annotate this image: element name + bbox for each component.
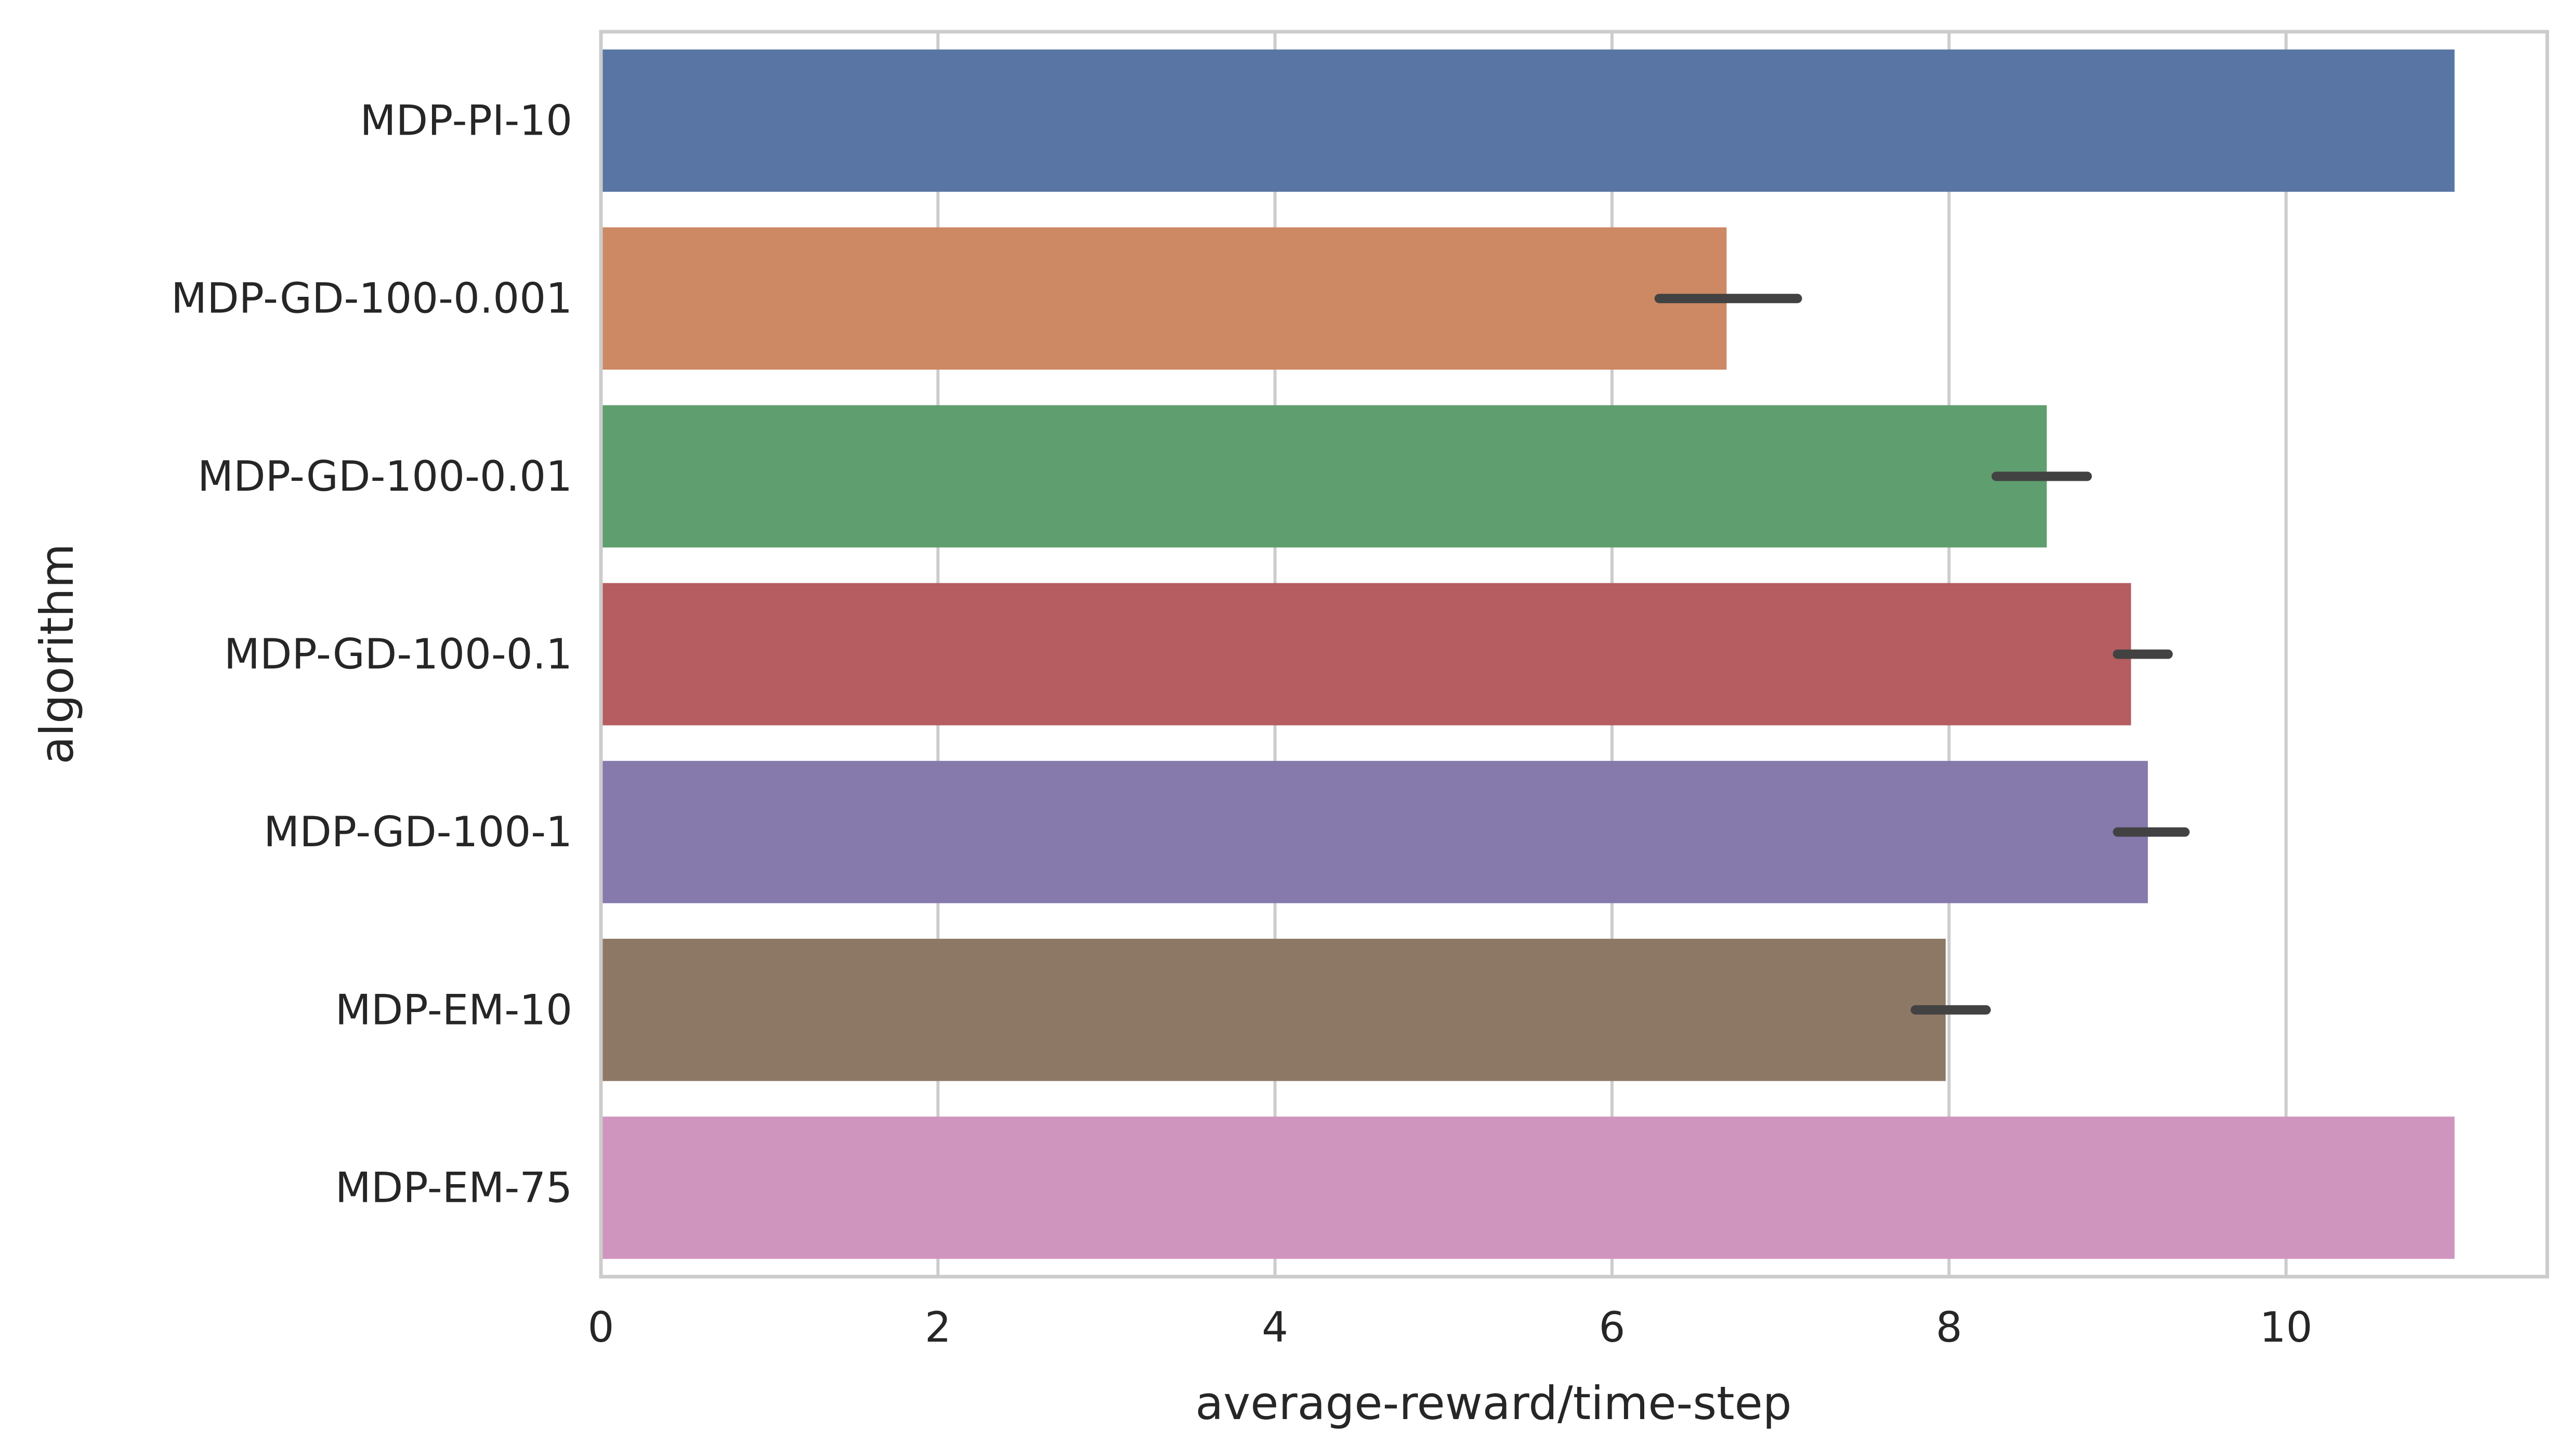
bars [601, 49, 2455, 1259]
bar [601, 760, 2148, 903]
y-tick-label: MDP-GD-100-0.001 [171, 274, 572, 323]
x-tick-label: 4 [1262, 1303, 1288, 1352]
bar [601, 405, 2047, 548]
bar [601, 583, 2131, 726]
x-tick-label: 0 [588, 1303, 614, 1352]
y-tick-label: MDP-GD-100-0.1 [224, 630, 572, 678]
y-tick-labels: MDP-PI-10 MDP-GD-100-0.001 MDP-GD-100-0.01… [171, 97, 572, 1212]
x-tick-label: 8 [1936, 1303, 1962, 1352]
bar [601, 938, 1946, 1081]
plot-frame [599, 30, 2549, 1279]
bar [601, 1117, 2455, 1259]
error-bars [1654, 294, 2190, 1015]
x-tick-label: 10 [2260, 1303, 2313, 1352]
y-tick-label: MDP-GD-100-1 [264, 808, 572, 856]
bar [601, 49, 2455, 192]
y-tick-label: MDP-EM-75 [335, 1163, 572, 1212]
y-axis-title: algorithm [30, 544, 84, 765]
y-tick-label: MDP-PI-10 [360, 97, 572, 145]
y-tick-label: MDP-EM-10 [335, 986, 572, 1034]
bar [601, 227, 1727, 370]
x-tick-label: 6 [1599, 1303, 1625, 1352]
y-tick-label: MDP-GD-100-0.01 [198, 452, 572, 501]
x-tick-label: 2 [925, 1303, 951, 1352]
x-axis-title: average-reward/time-step [1195, 1376, 1791, 1430]
x-tick-labels: 0 2 4 6 8 10 [588, 1303, 2313, 1352]
